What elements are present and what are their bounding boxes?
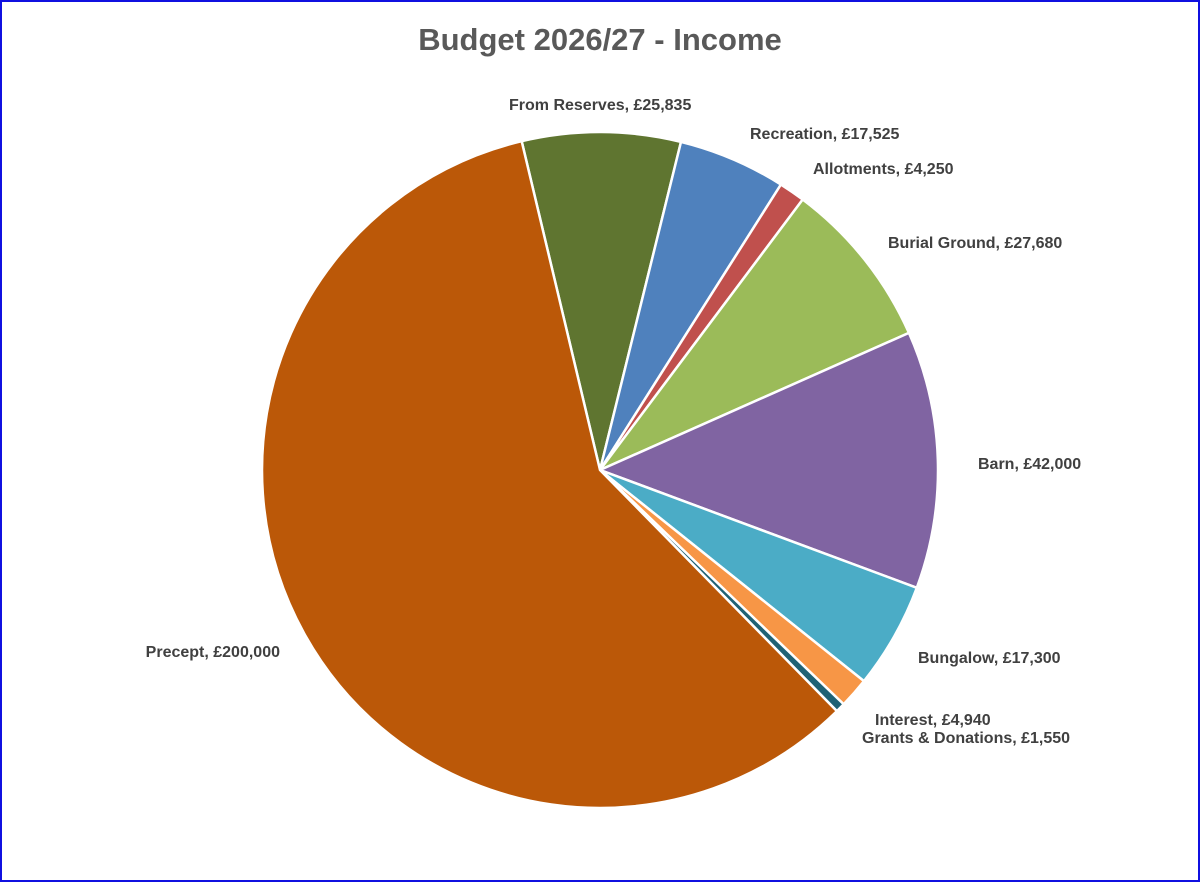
data-label-barn: Barn, £42,000 bbox=[978, 456, 1081, 473]
data-label-precept: Precept, £200,000 bbox=[146, 644, 280, 661]
pie-slice-precept bbox=[260, 139, 839, 810]
pie-slice-from-reserves bbox=[520, 130, 683, 472]
data-label-allotments: Allotments, £4,250 bbox=[813, 161, 954, 178]
pie-slice-burial-ground bbox=[598, 198, 911, 472]
data-label-from-reserves: From Reserves, £25,835 bbox=[509, 97, 691, 114]
pie-slice-barn bbox=[598, 331, 940, 590]
data-label-bungalow: Bungalow, £17,300 bbox=[918, 650, 1061, 667]
data-label-grants-donations: Grants & Donations, £1,550 bbox=[862, 730, 1070, 747]
chart-title: Budget 2026/27 - Income bbox=[418, 22, 782, 57]
data-label-interest: Interest, £4,940 bbox=[875, 712, 991, 729]
data-label-burial-ground: Burial Ground, £27,680 bbox=[888, 235, 1062, 252]
data-label-recreation: Recreation, £17,525 bbox=[750, 126, 900, 143]
